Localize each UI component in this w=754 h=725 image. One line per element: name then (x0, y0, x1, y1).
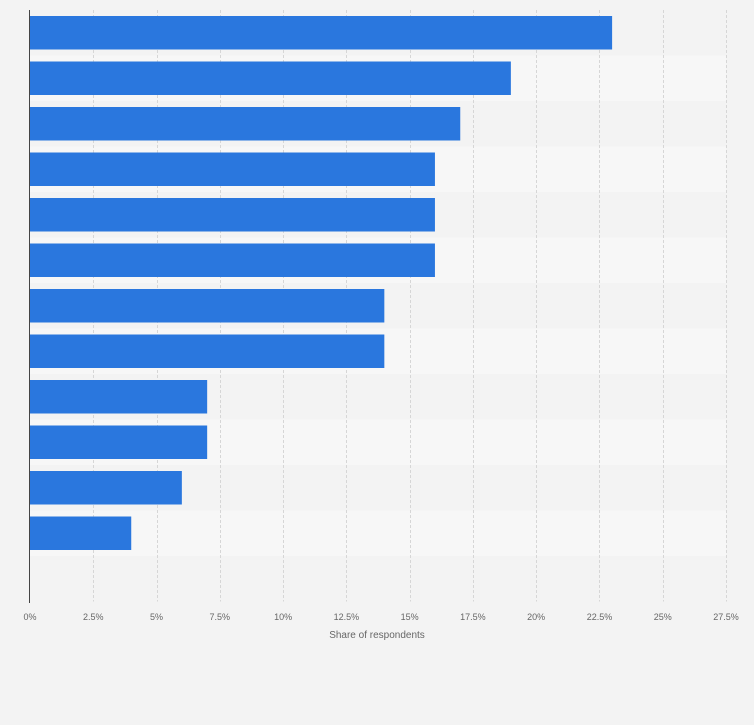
bar (30, 16, 613, 50)
bar (30, 380, 208, 414)
x-tick-label: 10% (274, 612, 292, 622)
x-axis-label: Share of respondents (329, 630, 425, 641)
bar (30, 334, 385, 368)
bar (30, 61, 511, 95)
x-tick-label: 0% (23, 612, 36, 622)
bars (30, 16, 613, 550)
bar (30, 289, 385, 323)
bar (30, 516, 132, 550)
row-band (30, 556, 726, 602)
x-tick-label: 20% (527, 612, 545, 622)
x-tick-label: 2.5% (83, 612, 104, 622)
bar (30, 425, 208, 459)
x-tick-label: 12.5% (334, 612, 360, 622)
bar (30, 243, 435, 277)
x-tick-label: 7.5% (210, 612, 231, 622)
bar (30, 107, 461, 141)
x-tick-label: 25% (654, 612, 672, 622)
bar (30, 471, 182, 505)
x-tick-label: 15% (401, 612, 419, 622)
x-tick-labels: 0% 2.5% 5% 7.5% 10% 12.5% 15% 17.5% 20% 22.5% 25% 2… (23, 612, 738, 622)
x-tick-label: 27.5% (713, 612, 739, 622)
bar (30, 198, 435, 232)
x-tick-label: 22.5% (587, 612, 613, 622)
row-band (30, 510, 726, 556)
x-tick-label: 17.5% (460, 612, 486, 622)
x-tick-label: 5% (150, 612, 163, 622)
bar (30, 152, 435, 186)
